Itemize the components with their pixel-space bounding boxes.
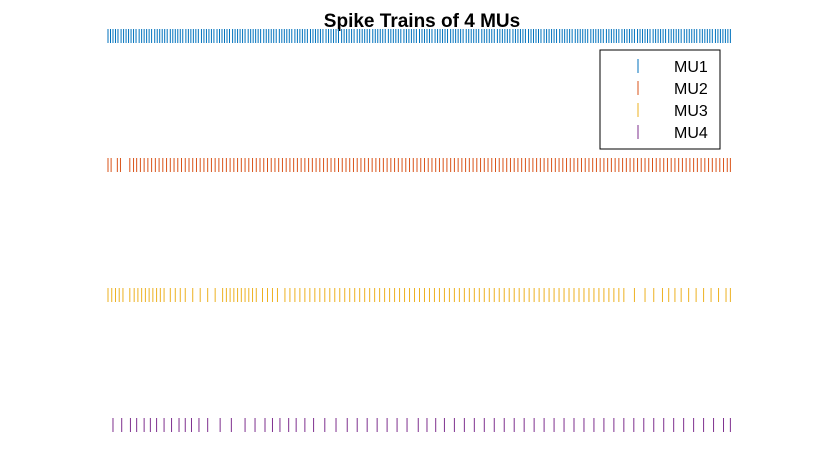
legend-label-mu1: MU1 <box>674 59 708 76</box>
chart-title: Spike Trains of 4 MUs <box>324 11 520 32</box>
legend: MU1 MU2 MU3 MU4 <box>599 49 721 150</box>
spike-train-mu2 <box>107 158 731 172</box>
spike-train-mu3 <box>107 288 731 302</box>
legend-label-mu3: MU3 <box>674 103 708 120</box>
legend-label-mu4: MU4 <box>674 125 708 142</box>
spike-trains <box>107 29 731 432</box>
spike-train-mu4 <box>112 418 731 432</box>
legend-label-mu2: MU2 <box>674 81 708 98</box>
spike-train-mu1 <box>107 29 731 43</box>
legend-box <box>599 49 721 150</box>
